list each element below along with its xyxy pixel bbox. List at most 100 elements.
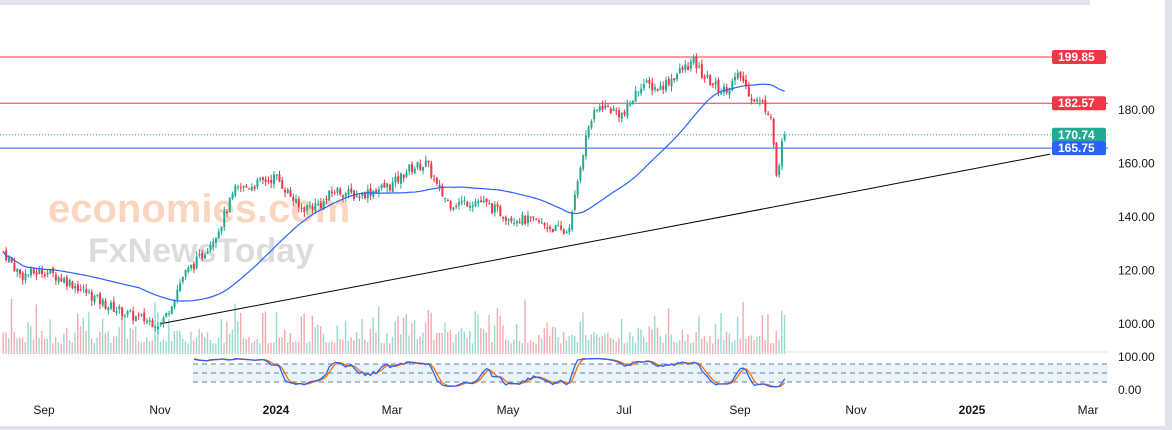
candle-body <box>190 264 193 269</box>
candle-body <box>118 306 121 310</box>
candle-body <box>466 201 469 207</box>
candle-body <box>27 274 30 276</box>
candle-body <box>595 109 598 111</box>
candle-body <box>416 162 419 168</box>
candle-body <box>772 119 775 145</box>
candle-body <box>350 188 353 193</box>
volume-bar <box>734 340 736 354</box>
candle-body <box>137 314 140 316</box>
volume-bar <box>631 336 634 354</box>
volume-bar <box>65 328 68 354</box>
candle-body <box>165 312 168 317</box>
volume-bar <box>482 329 485 354</box>
candle-body <box>71 281 74 288</box>
candle-body <box>375 190 378 194</box>
volume-bar <box>38 337 40 354</box>
volume-bar <box>358 338 361 354</box>
volume-bar <box>181 338 184 354</box>
volume-bar <box>347 340 349 354</box>
volume-bar <box>689 343 692 354</box>
volume-bar <box>325 342 327 354</box>
volume-bar <box>665 333 667 354</box>
candle-body <box>319 202 322 209</box>
candle-body <box>317 203 320 205</box>
volume-bar <box>438 332 441 354</box>
volume-bar <box>146 337 148 354</box>
volume-bar <box>270 342 272 354</box>
candle-body <box>394 176 397 183</box>
price-tick-label: 100.00 <box>1118 317 1155 331</box>
volume-bar <box>485 332 488 354</box>
candle-body <box>687 66 690 71</box>
candle-body <box>427 160 430 163</box>
volume-bar <box>458 331 460 354</box>
candle-body <box>361 192 364 196</box>
candle-body <box>46 272 49 275</box>
candle-body <box>640 88 643 94</box>
candle-body <box>612 108 615 111</box>
volume-bar <box>662 342 664 354</box>
volume-bar <box>140 342 142 354</box>
candle-body <box>364 192 367 199</box>
candle-body <box>162 317 165 323</box>
volume-bar <box>43 339 46 354</box>
volume-bar <box>480 327 482 354</box>
volume-bar <box>488 314 490 354</box>
volume-bar <box>68 340 71 354</box>
candle-body <box>747 86 750 97</box>
volume-bar <box>148 341 151 354</box>
volume-bar <box>477 314 479 354</box>
volume-bar <box>767 314 769 354</box>
candle-body <box>187 267 190 272</box>
candle-body <box>270 180 273 183</box>
candle-body <box>220 226 223 232</box>
price-axis[interactable] <box>1108 0 1165 426</box>
volume-bar <box>444 322 446 354</box>
candle-body <box>63 278 66 283</box>
candle-body <box>300 207 303 209</box>
candle-body <box>604 104 607 109</box>
volume-bar <box>289 332 292 354</box>
volume-bar <box>557 337 559 354</box>
stochastic-tick-label: 100.00 <box>1118 350 1155 364</box>
candle-body <box>758 100 761 102</box>
candle-body <box>101 299 104 306</box>
candle-body <box>248 188 251 190</box>
candle-body <box>198 254 201 256</box>
candle-body <box>549 226 552 229</box>
candle-body <box>584 135 587 157</box>
candle-body <box>664 80 667 91</box>
candle-body <box>242 185 245 188</box>
volume-bar <box>231 329 234 354</box>
candle-body <box>286 189 289 194</box>
candle-body <box>30 268 33 276</box>
candle-body <box>397 176 400 182</box>
scrollbar[interactable] <box>1165 0 1172 430</box>
volume-bar <box>245 339 247 354</box>
top-border <box>0 0 1090 5</box>
volume-bar <box>781 310 783 354</box>
volume-bar <box>758 335 761 354</box>
volume-bar <box>419 336 421 354</box>
volume-bar <box>700 338 703 354</box>
time-axis-label: 2025 <box>959 403 986 417</box>
volume-bar <box>52 343 54 354</box>
volume-bar <box>499 315 501 354</box>
volume-bar <box>783 315 786 354</box>
candle-body <box>297 198 300 208</box>
candle-body <box>157 326 160 329</box>
volume-bar <box>736 316 739 354</box>
candle-body <box>739 72 742 78</box>
candle-body <box>634 90 637 102</box>
candle-body <box>308 205 311 207</box>
volume-bar <box>322 333 325 354</box>
candle-body <box>526 215 529 223</box>
volume-bar <box>292 341 294 354</box>
volume-bar <box>35 304 38 354</box>
volume-bar <box>57 342 60 354</box>
candle-body <box>681 67 684 70</box>
volume-bar <box>391 336 394 354</box>
candle-body <box>264 179 267 183</box>
support-trendline[interactable] <box>159 153 1051 325</box>
